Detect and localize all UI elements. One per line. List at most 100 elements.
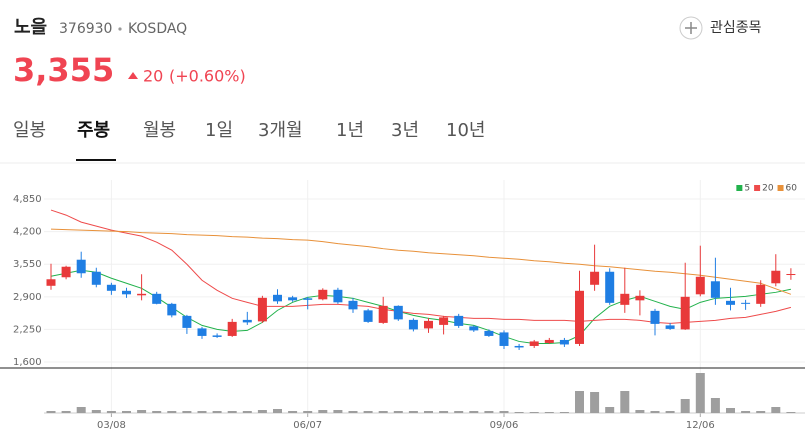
volume-bar xyxy=(76,407,86,413)
volume-bar xyxy=(122,411,131,413)
volume-bar xyxy=(726,408,735,413)
moving-average xyxy=(50,269,791,344)
volume-bar xyxy=(469,411,479,413)
y-tick-label: 2,250 xyxy=(13,324,42,335)
candle-body xyxy=(786,274,796,276)
candle-body xyxy=(439,317,449,325)
volume-bar xyxy=(439,411,449,413)
x-tick-label: 03/08 xyxy=(97,420,126,431)
x-tick-label: 12/06 xyxy=(686,420,715,431)
candle-body xyxy=(61,266,71,278)
candle-body xyxy=(318,289,328,300)
change: 20 xyxy=(143,67,163,86)
volume-bar xyxy=(559,412,569,413)
volume-bar xyxy=(152,411,162,413)
stock-name: 노을 xyxy=(14,17,47,38)
up-arrow xyxy=(128,72,138,79)
volume-bar xyxy=(424,411,433,413)
volume-bar xyxy=(695,373,705,413)
y-tick-label: 4,850 xyxy=(13,194,42,205)
chart: 1,600 2,250 2,900 3,550 4,200 4,850 03/08 06/07… xyxy=(0,180,805,431)
candle-body xyxy=(288,297,298,301)
tab[interactable]: 10년 xyxy=(446,120,485,141)
candle-body xyxy=(167,303,177,316)
candle-body xyxy=(650,310,660,324)
candle-body xyxy=(499,332,509,346)
volume-bar xyxy=(771,407,781,413)
candle-body xyxy=(137,293,147,296)
volume-bar xyxy=(257,410,267,413)
volume-bar xyxy=(529,412,539,413)
candle-body xyxy=(46,279,56,286)
tab[interactable]: 1년 xyxy=(336,120,364,141)
candle-body xyxy=(605,271,615,303)
volume-bar xyxy=(575,391,584,413)
candle-body xyxy=(544,339,554,343)
candle-body xyxy=(620,293,630,305)
tab[interactable]: 1일 xyxy=(205,120,233,141)
volume-bar xyxy=(46,411,56,413)
y-tick-label: 1,600 xyxy=(13,357,42,368)
candle-body xyxy=(469,326,479,331)
tab[interactable]: 3개월 xyxy=(258,120,303,141)
volume-bar xyxy=(756,411,766,413)
volume-bar xyxy=(590,392,600,413)
tab[interactable]: 월봉 xyxy=(143,120,176,141)
volume-bar xyxy=(227,411,237,413)
candle-body xyxy=(575,290,584,344)
dot xyxy=(118,27,122,31)
moving-average xyxy=(50,209,792,324)
volume-bar xyxy=(650,411,660,413)
candle-body xyxy=(242,319,252,323)
volume-bar xyxy=(318,410,328,413)
candle-body xyxy=(378,305,388,323)
candle-body xyxy=(635,295,645,301)
watch-icon[interactable] xyxy=(679,16,703,40)
candle-body xyxy=(212,335,222,337)
candle-body xyxy=(227,321,237,336)
tab[interactable]: 3년 xyxy=(391,120,419,141)
price: 3,355 xyxy=(13,51,114,89)
watch-button[interactable]: 관심종목 xyxy=(679,16,762,40)
candle-body xyxy=(106,284,116,291)
volume-bar xyxy=(620,391,630,413)
volume-bar xyxy=(182,411,192,413)
tab-underline xyxy=(76,159,116,161)
moving-average xyxy=(50,228,792,295)
volume-bar xyxy=(605,407,615,413)
legend-label: 5 xyxy=(744,184,750,194)
candle-body xyxy=(333,289,343,303)
candle-body xyxy=(182,315,192,328)
candle-body xyxy=(559,339,569,345)
y-tick-label: 4,200 xyxy=(13,227,42,238)
watch-label[interactable]: 관심종목 xyxy=(710,20,762,36)
y-tick-label: 2,900 xyxy=(13,292,42,303)
volume-bar xyxy=(242,411,252,413)
volume-bar xyxy=(514,412,524,413)
candle-body xyxy=(680,296,690,330)
candle-body xyxy=(710,281,720,298)
volume-bar xyxy=(393,411,403,413)
volume-bar xyxy=(484,411,494,413)
volume-bar xyxy=(544,412,554,413)
candle-body xyxy=(695,276,705,295)
candle-body xyxy=(122,290,131,295)
volume-bar xyxy=(167,411,177,413)
volume-bar xyxy=(288,411,298,413)
volume-bar xyxy=(333,410,343,413)
candle-body xyxy=(484,330,494,336)
tab[interactable]: 일봉 xyxy=(13,120,46,141)
candle-body xyxy=(408,319,418,330)
change-pct: (+0.60%) xyxy=(169,67,246,86)
volume-bar xyxy=(363,411,373,413)
candle-body xyxy=(454,315,464,326)
candle-body xyxy=(91,271,101,285)
volume-bar xyxy=(212,411,222,413)
candle-body xyxy=(363,310,373,322)
volume-bar xyxy=(710,398,720,413)
legend-label: 20 xyxy=(762,184,774,194)
stock-market: KOSDAQ xyxy=(128,21,187,37)
volume-bar xyxy=(197,411,207,413)
tab[interactable]: 주봉 xyxy=(77,120,110,141)
